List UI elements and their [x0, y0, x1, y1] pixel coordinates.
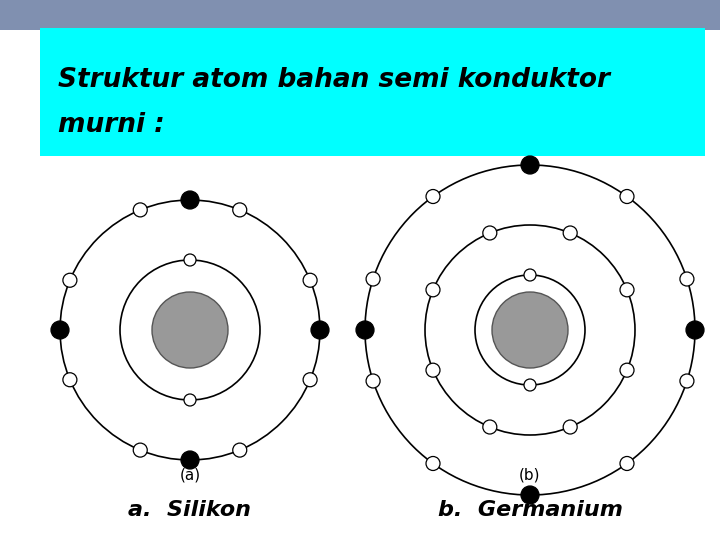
Circle shape: [680, 374, 694, 388]
Circle shape: [563, 420, 577, 434]
Text: (a): (a): [179, 468, 201, 483]
Circle shape: [303, 273, 317, 287]
Circle shape: [181, 451, 199, 469]
Text: murni :: murni :: [58, 112, 165, 138]
Circle shape: [483, 226, 497, 240]
Circle shape: [620, 283, 634, 297]
Text: a.  Silikon: a. Silikon: [128, 500, 251, 520]
Circle shape: [426, 363, 440, 377]
Circle shape: [51, 321, 69, 339]
Circle shape: [523, 488, 537, 502]
Circle shape: [426, 190, 440, 204]
Circle shape: [563, 226, 577, 240]
Circle shape: [426, 283, 440, 297]
Circle shape: [426, 456, 440, 470]
Circle shape: [233, 443, 247, 457]
Circle shape: [620, 190, 634, 204]
Circle shape: [366, 272, 380, 286]
Circle shape: [686, 321, 704, 339]
Circle shape: [620, 456, 634, 470]
Circle shape: [680, 272, 694, 286]
Bar: [40, 28, 705, 156]
Circle shape: [521, 486, 539, 504]
Circle shape: [63, 373, 77, 387]
Bar: [0, 0, 720, 30]
Circle shape: [483, 420, 497, 434]
Circle shape: [492, 292, 568, 368]
Text: b.  Germanium: b. Germanium: [438, 500, 622, 520]
Circle shape: [524, 379, 536, 391]
Circle shape: [133, 443, 148, 457]
Circle shape: [356, 321, 374, 339]
Circle shape: [523, 158, 537, 172]
Text: Struktur atom bahan semi konduktor: Struktur atom bahan semi konduktor: [58, 67, 610, 93]
Circle shape: [152, 292, 228, 368]
Circle shape: [521, 156, 539, 174]
Circle shape: [184, 394, 196, 406]
Circle shape: [303, 373, 317, 387]
Circle shape: [233, 203, 247, 217]
Circle shape: [133, 203, 148, 217]
Circle shape: [366, 374, 380, 388]
Circle shape: [311, 321, 329, 339]
Circle shape: [63, 273, 77, 287]
Text: (b): (b): [519, 468, 541, 483]
Circle shape: [184, 254, 196, 266]
Circle shape: [620, 363, 634, 377]
Circle shape: [524, 269, 536, 281]
Circle shape: [181, 191, 199, 209]
